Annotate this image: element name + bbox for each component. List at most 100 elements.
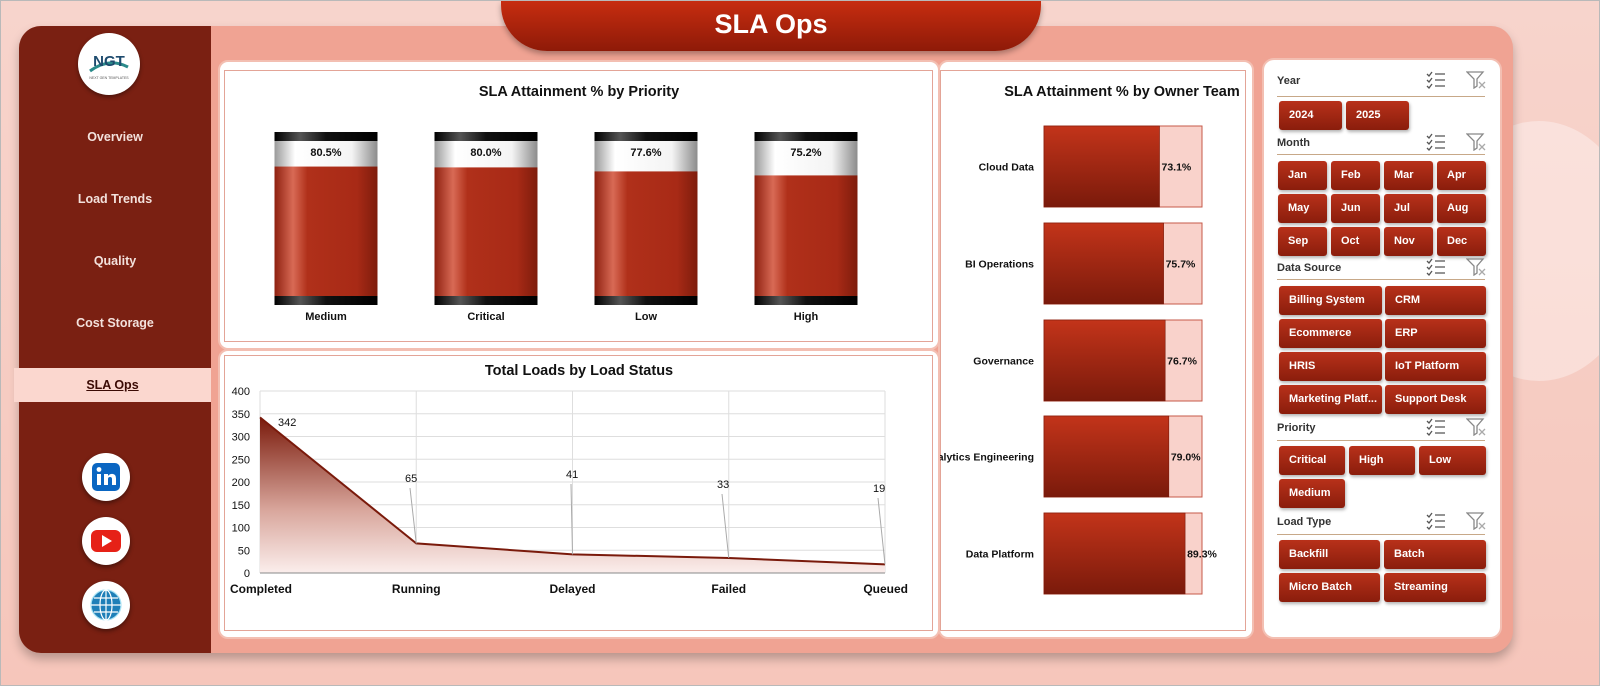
nav-item-load-trends[interactable]: Load Trends: [77, 192, 153, 206]
clear-filter-icon[interactable]: [1466, 133, 1486, 151]
owner-team-chart-card: SLA Attainment % by Owner Team Cloud Dat…: [938, 60, 1254, 639]
owner-team-chart-plot: Cloud Data 73.1% BI Operations 75.7% Governa…: [940, 125, 1218, 595]
data-label-analytics-engineering: 79.0%: [1171, 452, 1201, 464]
priority-option-high[interactable]: High: [1349, 446, 1415, 475]
source-option-support-desk[interactable]: Support Desk: [1385, 385, 1486, 414]
load-type-filter-divider: [1277, 534, 1485, 535]
y-tick-label-bi-operations: BI Operations: [965, 259, 1034, 271]
clear-filter-icon[interactable]: [1466, 258, 1486, 276]
data-label-high: 75.2%: [790, 147, 821, 159]
data-source-filter-controls: [1426, 258, 1486, 276]
source-option-erp[interactable]: ERP: [1385, 319, 1486, 348]
multi-select-icon[interactable]: [1426, 133, 1446, 151]
tank-cap-bottom: [274, 296, 378, 305]
priority-filter-divider: [1277, 440, 1485, 441]
data-label-queued: 19: [873, 483, 885, 495]
data-label-low: 77.6%: [630, 147, 661, 159]
logo-subtext: NEXT GEN TEMPLATES: [89, 76, 129, 80]
nav-item-quality[interactable]: Quality: [93, 254, 137, 268]
priority-chart-plot: 80.5% Medium 80.0% Critical 77.6% Low 75.2% Hig…: [274, 132, 858, 323]
data-label-governance: 76.7%: [1167, 356, 1197, 368]
source-option-ecommerce[interactable]: Ecommerce: [1279, 319, 1382, 348]
source-option-billing-system[interactable]: Billing System: [1279, 286, 1382, 315]
source-option-crm[interactable]: CRM: [1385, 286, 1486, 315]
multi-select-icon[interactable]: [1426, 418, 1446, 436]
month-filter-title: Month: [1277, 137, 1310, 149]
leader-line-running: [409, 487, 417, 544]
multi-select-icon[interactable]: [1426, 512, 1446, 530]
load-type-option-batch[interactable]: Batch: [1384, 540, 1486, 569]
year-option-2024[interactable]: 2024: [1279, 101, 1342, 130]
month-filter-controls: [1426, 133, 1486, 151]
nav-item-cost-storage[interactable]: Cost Storage: [76, 316, 154, 330]
nav-item-overview[interactable]: Overview: [87, 130, 143, 144]
bar-analytics-engineering: [1043, 415, 1170, 498]
load-type-option-backfill[interactable]: Backfill: [1279, 540, 1380, 569]
year-option-2025[interactable]: 2025: [1346, 101, 1409, 130]
bar-governance: [1043, 319, 1166, 402]
data-label-critical: 80.0%: [470, 147, 501, 159]
data-label-bi-operations: 75.7%: [1166, 259, 1196, 271]
logo-text: NGT: [93, 53, 125, 70]
owner-team-chart-frame: [940, 70, 1246, 631]
x-tick-label-high: High: [794, 311, 819, 323]
logo-icon: NGT NEXT GEN TEMPLATES: [89, 53, 129, 80]
priority-option-low[interactable]: Low: [1419, 446, 1486, 475]
priority-chart-title: SLA Attainment % by Priority: [478, 84, 680, 100]
month-option-jun[interactable]: Jun: [1331, 194, 1380, 223]
month-option-aug[interactable]: Aug: [1437, 194, 1486, 223]
source-option-iot-platform[interactable]: IoT Platform: [1385, 352, 1486, 381]
month-filter-divider: [1277, 154, 1485, 155]
load-type-filter-title: Load Type: [1277, 516, 1332, 528]
month-option-apr[interactable]: Apr: [1437, 161, 1486, 190]
nav-item-sla-ops[interactable]: SLA Ops: [14, 368, 211, 402]
priority-chart-card: SLA Attainment % by Priority 80.5% Medium…: [218, 60, 940, 350]
source-option-hris[interactable]: HRIS: [1279, 352, 1382, 381]
month-option-sep[interactable]: Sep: [1278, 227, 1327, 256]
page-title: SLA Ops: [714, 9, 828, 39]
multi-select-icon[interactable]: [1426, 71, 1446, 89]
data-source-filter-divider: [1277, 279, 1485, 280]
load-status-chart-title: Total Loads by Load Status: [484, 363, 674, 379]
bar-critical: [434, 167, 538, 301]
area-fill: [260, 417, 885, 573]
load-type-option-micro-batch[interactable]: Micro Batch: [1279, 573, 1380, 602]
month-option-dec[interactable]: Dec: [1437, 227, 1486, 256]
linkedin-button[interactable]: [82, 453, 130, 501]
month-option-jul[interactable]: Jul: [1384, 194, 1433, 223]
source-option-marketing-platform[interactable]: Marketing Platf...: [1279, 385, 1382, 414]
bar-high: [754, 175, 858, 301]
priority-option-critical[interactable]: Critical: [1279, 446, 1345, 475]
x-tick-label-completed: Completed: [230, 582, 292, 596]
leader-line-queued: [877, 497, 886, 565]
linkedin-icon: [92, 463, 120, 491]
owner-team-chart-title: SLA Attainment % by Owner Team: [1004, 84, 1240, 100]
multi-select-icon[interactable]: [1426, 258, 1446, 276]
load-type-option-streaming[interactable]: Streaming: [1384, 573, 1486, 602]
title-banner: SLA Ops: [501, 1, 1041, 51]
clear-filter-icon[interactable]: [1466, 512, 1486, 530]
website-button[interactable]: [82, 581, 130, 629]
month-option-oct[interactable]: Oct: [1331, 227, 1380, 256]
clear-filter-icon[interactable]: [1466, 71, 1486, 89]
priority-chart-frame: [224, 70, 933, 342]
youtube-button[interactable]: [82, 517, 130, 565]
sidebar: NGT NEXT GEN TEMPLATES Overview Load Tre…: [14, 26, 211, 653]
bar-cloud-data: [1043, 125, 1160, 208]
priority-option-medium[interactable]: Medium: [1279, 479, 1345, 508]
tank-cap-top: [594, 132, 698, 141]
month-option-feb[interactable]: Feb: [1331, 161, 1380, 190]
y-tick-label-300: 300: [232, 432, 250, 444]
month-option-may[interactable]: May: [1278, 194, 1327, 223]
x-tick-label-critical: Critical: [467, 311, 504, 323]
y-tick-label-data-platform: Data Platform: [966, 549, 1034, 561]
clear-filter-icon[interactable]: [1466, 418, 1486, 436]
globe-icon: [90, 589, 122, 621]
month-option-jan[interactable]: Jan: [1278, 161, 1327, 190]
month-option-nov[interactable]: Nov: [1384, 227, 1433, 256]
month-option-mar[interactable]: Mar: [1384, 161, 1433, 190]
bar-low: [594, 171, 698, 301]
data-label-completed: 342: [278, 417, 296, 429]
data-source-filter-title: Data Source: [1277, 262, 1342, 274]
